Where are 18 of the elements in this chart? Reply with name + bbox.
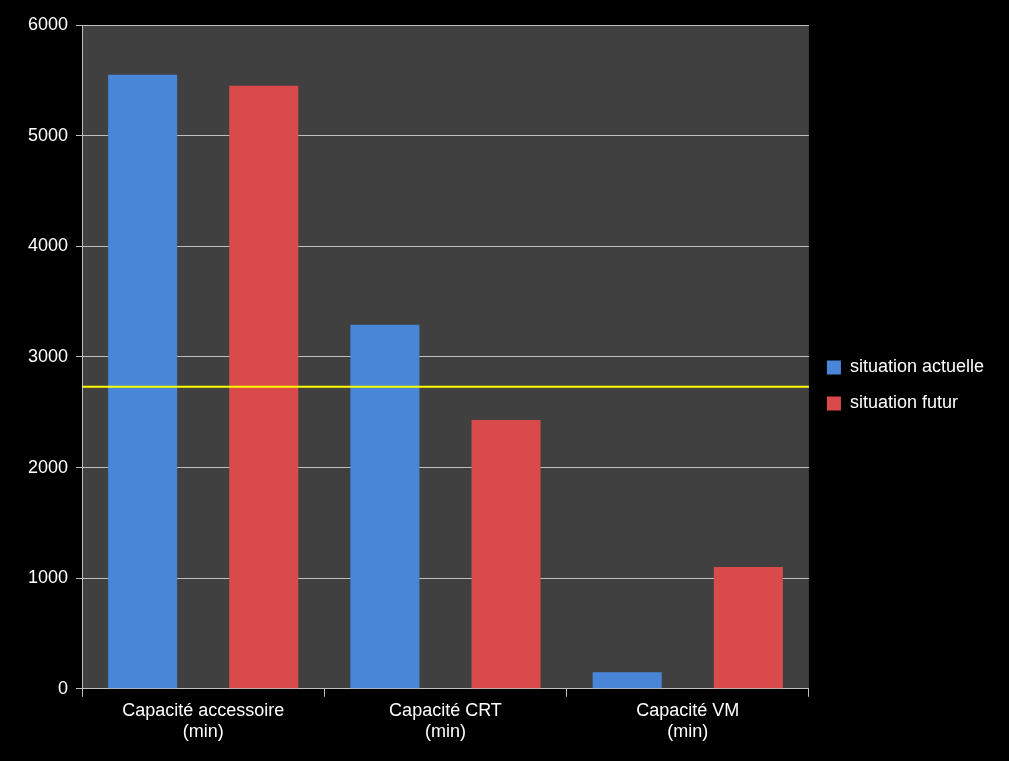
y-tick-label: 0 — [58, 677, 69, 698]
x-tick-label: Capacité accessoire (min) — [122, 699, 285, 742]
y-tick-label: 2000 — [28, 456, 69, 477]
x-tick-label: Capacité CRT (min) — [389, 699, 502, 742]
bar — [108, 74, 178, 689]
bar — [350, 324, 420, 689]
x-tick-label: Capacité VM (min) — [636, 699, 740, 742]
legend-label: situation futur — [849, 392, 958, 413]
y-tick-label: 5000 — [28, 124, 69, 145]
bar — [471, 419, 541, 689]
y-tick-label: 1000 — [28, 567, 69, 588]
y-tick-label: 4000 — [28, 235, 69, 256]
bar — [229, 85, 299, 689]
y-tick-label: 6000 — [28, 13, 69, 34]
y-tick-label: 3000 — [28, 345, 69, 366]
legend-label: situation actuelle — [849, 356, 985, 377]
bar — [592, 672, 662, 689]
bar — [713, 567, 783, 689]
